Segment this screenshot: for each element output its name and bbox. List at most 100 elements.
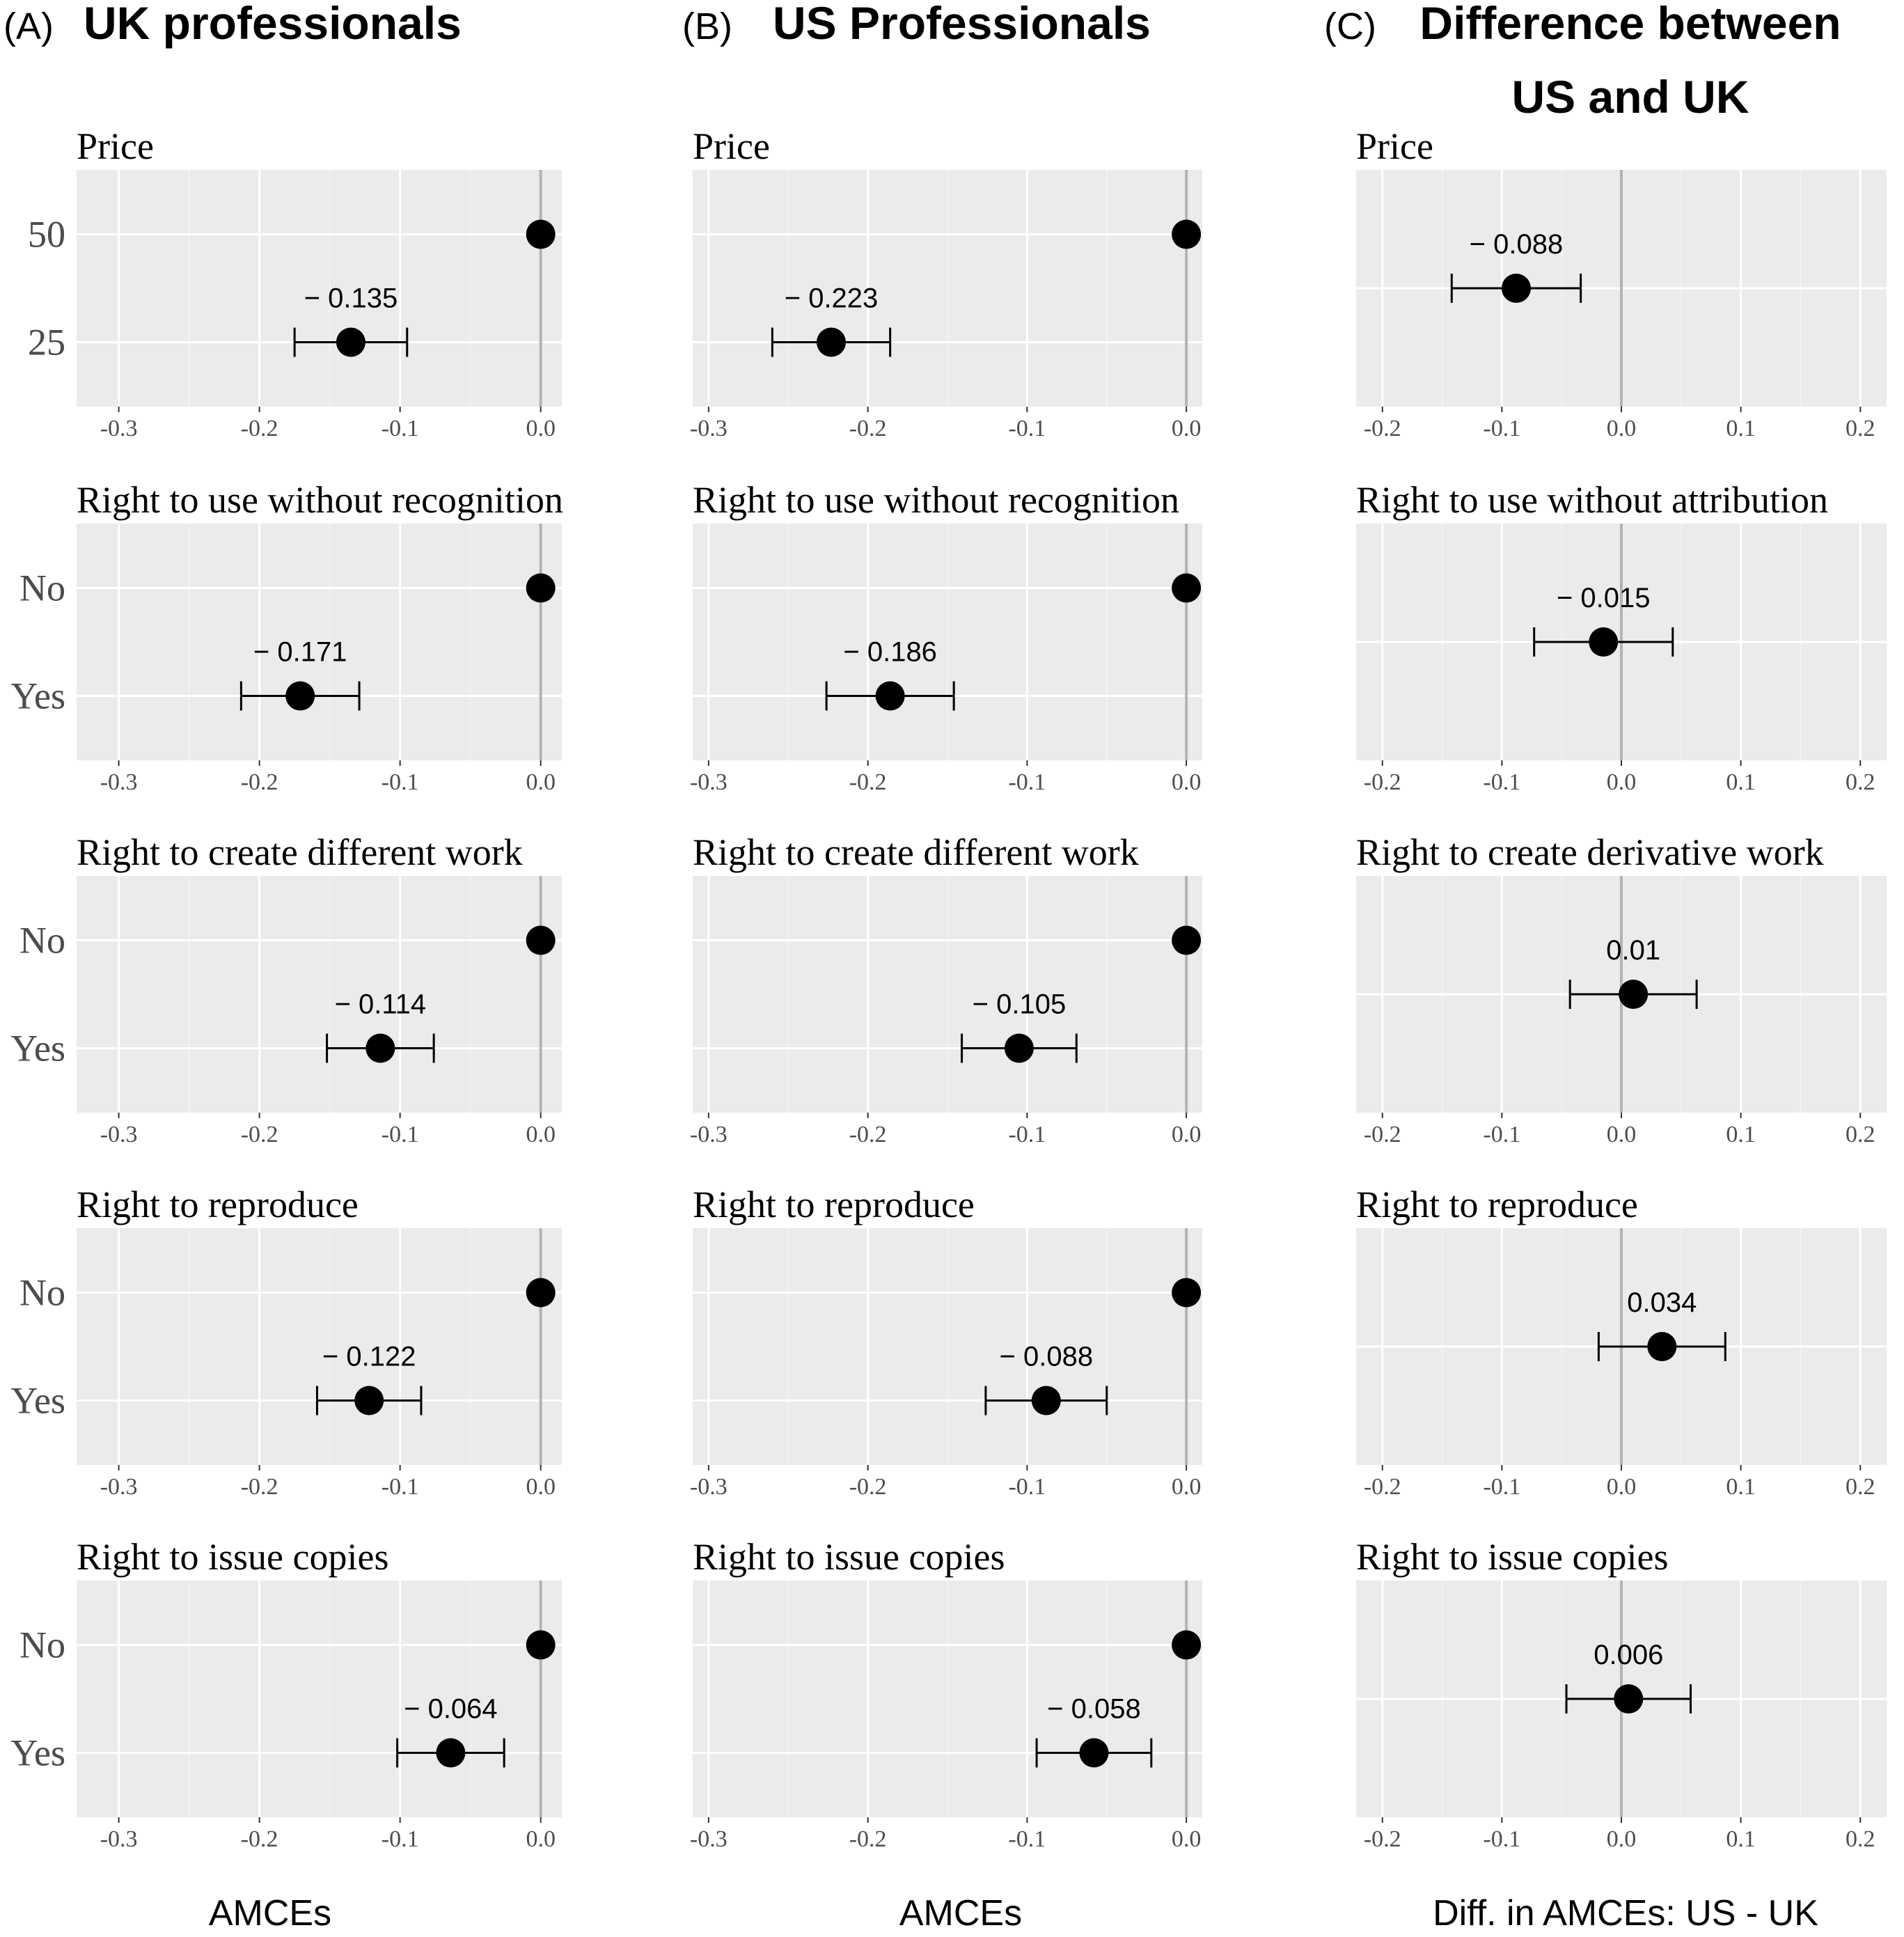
- estimate-point: [817, 327, 847, 357]
- estimate-point: [336, 327, 365, 357]
- panel-title: UK professionals: [84, 0, 462, 49]
- x-tick-label: -0.2: [241, 769, 278, 795]
- facet-title: Price: [693, 125, 770, 167]
- x-tick-label: -0.2: [849, 769, 887, 795]
- value-label: − 0.064: [404, 1694, 498, 1725]
- facet-2: Right to use without attribution − 0.015 -…: [1356, 479, 1887, 795]
- level-label-yes: Yes: [10, 1732, 65, 1774]
- facet-4: Right to reproduce No Yes − 0.122 -0.3 -0.2 -0…: [10, 1184, 562, 1500]
- x-tick-label: -0.1: [1008, 1122, 1046, 1147]
- x-tick-label: 0.2: [1846, 1826, 1875, 1852]
- x-tick-label: -0.2: [1364, 1826, 1401, 1852]
- facet-4: Right to reproduce 0.034 -0.2 -0.1 0.0 0.1 0.2: [1356, 1184, 1887, 1500]
- panel-c: (C) Difference between US and UK Price − 0.0…: [1324, 0, 1887, 1934]
- x-tick-label: -0.2: [1364, 416, 1401, 441]
- x-tick-label: -0.1: [381, 1122, 419, 1147]
- x-tick-label: -0.1: [381, 769, 419, 795]
- facet-1: Price 50 25 − 0.223 -0.3 -0.2 -0.1 0.0: [28, 125, 1202, 441]
- x-tick-label: -0.1: [1483, 1122, 1520, 1147]
- x-tick-label: -0.1: [381, 416, 419, 441]
- facet-4: Right to reproduce No Yes − 0.088 -0.3 -0.2 -0…: [10, 1184, 1202, 1500]
- level-label-no: No: [19, 1271, 65, 1313]
- x-tick-label: -0.3: [690, 1474, 727, 1500]
- facet-2: Right to use without recognition No Yes − 0…: [10, 479, 563, 795]
- level-label-no: No: [19, 567, 65, 609]
- estimate-point: [1589, 627, 1619, 657]
- facet-title: Right to reproduce: [1356, 1184, 1638, 1225]
- estimate-point: [1619, 980, 1649, 1009]
- estimate-point: [526, 1630, 556, 1660]
- x-tick-label: 0.0: [1607, 1122, 1637, 1147]
- x-tick-label: 0.0: [1172, 1826, 1202, 1852]
- facet-1: Price 50 25 − 0.135 -0.3 -0.2 -0.1 0.0: [28, 125, 562, 441]
- x-tick-label: -0.2: [241, 1122, 278, 1147]
- x-tick-label: -0.2: [849, 416, 887, 441]
- facet-title: Right to reproduce: [693, 1184, 975, 1225]
- x-tick-label: 0.2: [1846, 769, 1875, 795]
- value-label: 0.006: [1594, 1640, 1663, 1670]
- facet-5: Right to issue copies No Yes − 0.058 -0.3 -0.…: [10, 1536, 1202, 1852]
- x-tick-label: -0.1: [381, 1474, 419, 1500]
- x-tick-label: 0.0: [526, 1122, 556, 1147]
- value-label: − 0.015: [1557, 583, 1651, 613]
- estimate-point: [1172, 925, 1202, 955]
- estimate-point: [1172, 219, 1202, 249]
- x-tick-label: -0.3: [100, 416, 138, 441]
- level-label-yes: Yes: [10, 1028, 65, 1069]
- level-label-50: 50: [28, 213, 65, 255]
- plot-background: [77, 1581, 562, 1817]
- x-tick-label: -0.3: [100, 1474, 138, 1500]
- estimate-point: [875, 681, 905, 711]
- value-label: − 0.186: [843, 637, 937, 668]
- value-label: 0.01: [1606, 935, 1660, 966]
- facet-title: Right to issue copies: [77, 1536, 388, 1578]
- x-tick-label: 0.0: [526, 1826, 556, 1852]
- value-label: − 0.223: [785, 283, 879, 314]
- x-tick-label: -0.2: [241, 1474, 278, 1500]
- x-tick-label: -0.2: [241, 416, 278, 441]
- level-label-no: No: [19, 1624, 65, 1665]
- facet-title: Right to use without recognition: [77, 479, 563, 521]
- estimate-point: [1004, 1033, 1034, 1063]
- x-tick-label: -0.1: [1008, 769, 1046, 795]
- level-label-no: No: [19, 919, 65, 961]
- x-tick-label: 0.1: [1726, 769, 1756, 795]
- plot-background: [77, 170, 562, 407]
- x-tick-label: -0.2: [1364, 1122, 1401, 1147]
- x-tick-label: -0.3: [690, 1122, 727, 1147]
- estimate-point: [1172, 573, 1202, 603]
- value-label: − 0.105: [973, 989, 1067, 1020]
- level-label-50: 50: [28, 213, 65, 255]
- estimate-point: [526, 573, 556, 603]
- panel-b: (B) US Professionals Price 50 25 − 0.223 -0.3 -…: [10, 0, 1202, 1934]
- facet-3: Right to create different work No Yes − 0.1…: [10, 831, 562, 1147]
- level-label-yes: Yes: [10, 1028, 65, 1069]
- facet-title: Price: [77, 125, 154, 167]
- level-label-yes: Yes: [10, 675, 65, 717]
- x-tick-label: -0.2: [1364, 769, 1401, 795]
- panel-title: Difference between US and UK: [1419, 0, 1841, 123]
- level-label-no: No: [19, 567, 65, 609]
- x-tick-label: -0.1: [1008, 416, 1046, 441]
- plot-background: [77, 1228, 562, 1465]
- level-label-25: 25: [28, 322, 65, 363]
- panel-label: (A): [3, 6, 54, 47]
- x-tick-label: 0.0: [1607, 1826, 1637, 1852]
- estimate-point: [526, 925, 556, 955]
- x-tick-label: 0.0: [1172, 1474, 1202, 1500]
- x-tick-label: -0.3: [100, 769, 138, 795]
- x-tick-label: -0.3: [100, 1122, 138, 1147]
- x-tick-label: -0.2: [241, 1826, 278, 1852]
- x-tick-label: 0.1: [1726, 416, 1756, 441]
- x-tick-label: 0.2: [1846, 416, 1875, 441]
- x-tick-label: 0.2: [1846, 1122, 1875, 1147]
- facet-title: Right to reproduce: [77, 1184, 359, 1225]
- estimate-point: [285, 681, 315, 711]
- value-label: − 0.088: [1470, 229, 1564, 260]
- x-tick-label: -0.1: [1483, 1826, 1520, 1852]
- x-tick-label: -0.1: [1483, 416, 1520, 441]
- level-label-yes: Yes: [10, 1380, 65, 1422]
- panel-title-line: Difference between: [1419, 0, 1841, 49]
- facet-2: Right to use without recognition No Yes − 0…: [10, 479, 1202, 795]
